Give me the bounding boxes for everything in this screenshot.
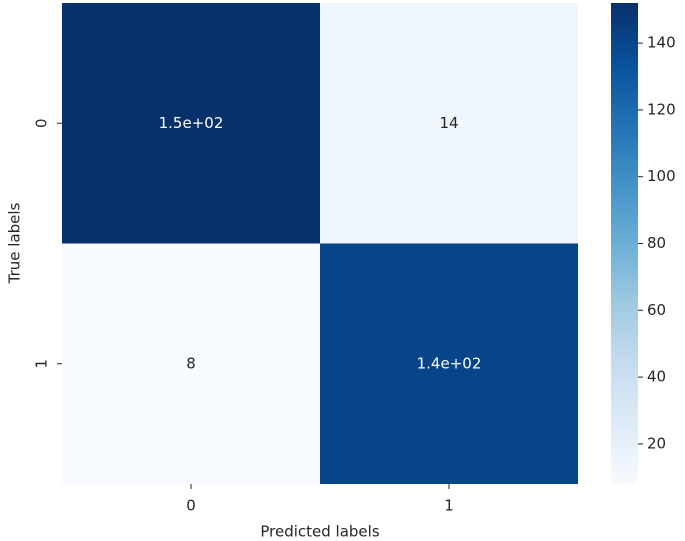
colorbar-tick-label: 100 <box>647 167 676 185</box>
heatmap-cell <box>320 243 578 484</box>
heatmap-cell <box>62 243 320 484</box>
colorbar-tick-label: 140 <box>647 34 676 52</box>
y-tick-label: 1 <box>33 359 51 369</box>
x-tick-label: 1 <box>444 497 454 515</box>
colorbar-tick-label: 80 <box>647 234 666 252</box>
cell-label: 1.5e+02 <box>159 114 224 132</box>
cell-label: 14 <box>439 114 458 132</box>
colorbar-tick-label: 20 <box>647 434 666 452</box>
cell-label: 1.4e+02 <box>417 354 482 372</box>
colorbar-tick-label: 40 <box>647 368 666 386</box>
heatmap-cell <box>320 3 578 244</box>
x-axis-label: Predicted labels <box>260 523 379 541</box>
x-tick-label: 0 <box>186 497 196 515</box>
y-tick-label: 0 <box>33 118 51 128</box>
cell-label: 8 <box>186 354 196 372</box>
colorbar-tick-label: 120 <box>647 100 676 118</box>
colorbar <box>611 3 638 484</box>
colorbar-tick-label: 60 <box>647 301 666 319</box>
y-axis-label: True labels <box>6 202 24 284</box>
heatmap-cell <box>62 3 320 244</box>
